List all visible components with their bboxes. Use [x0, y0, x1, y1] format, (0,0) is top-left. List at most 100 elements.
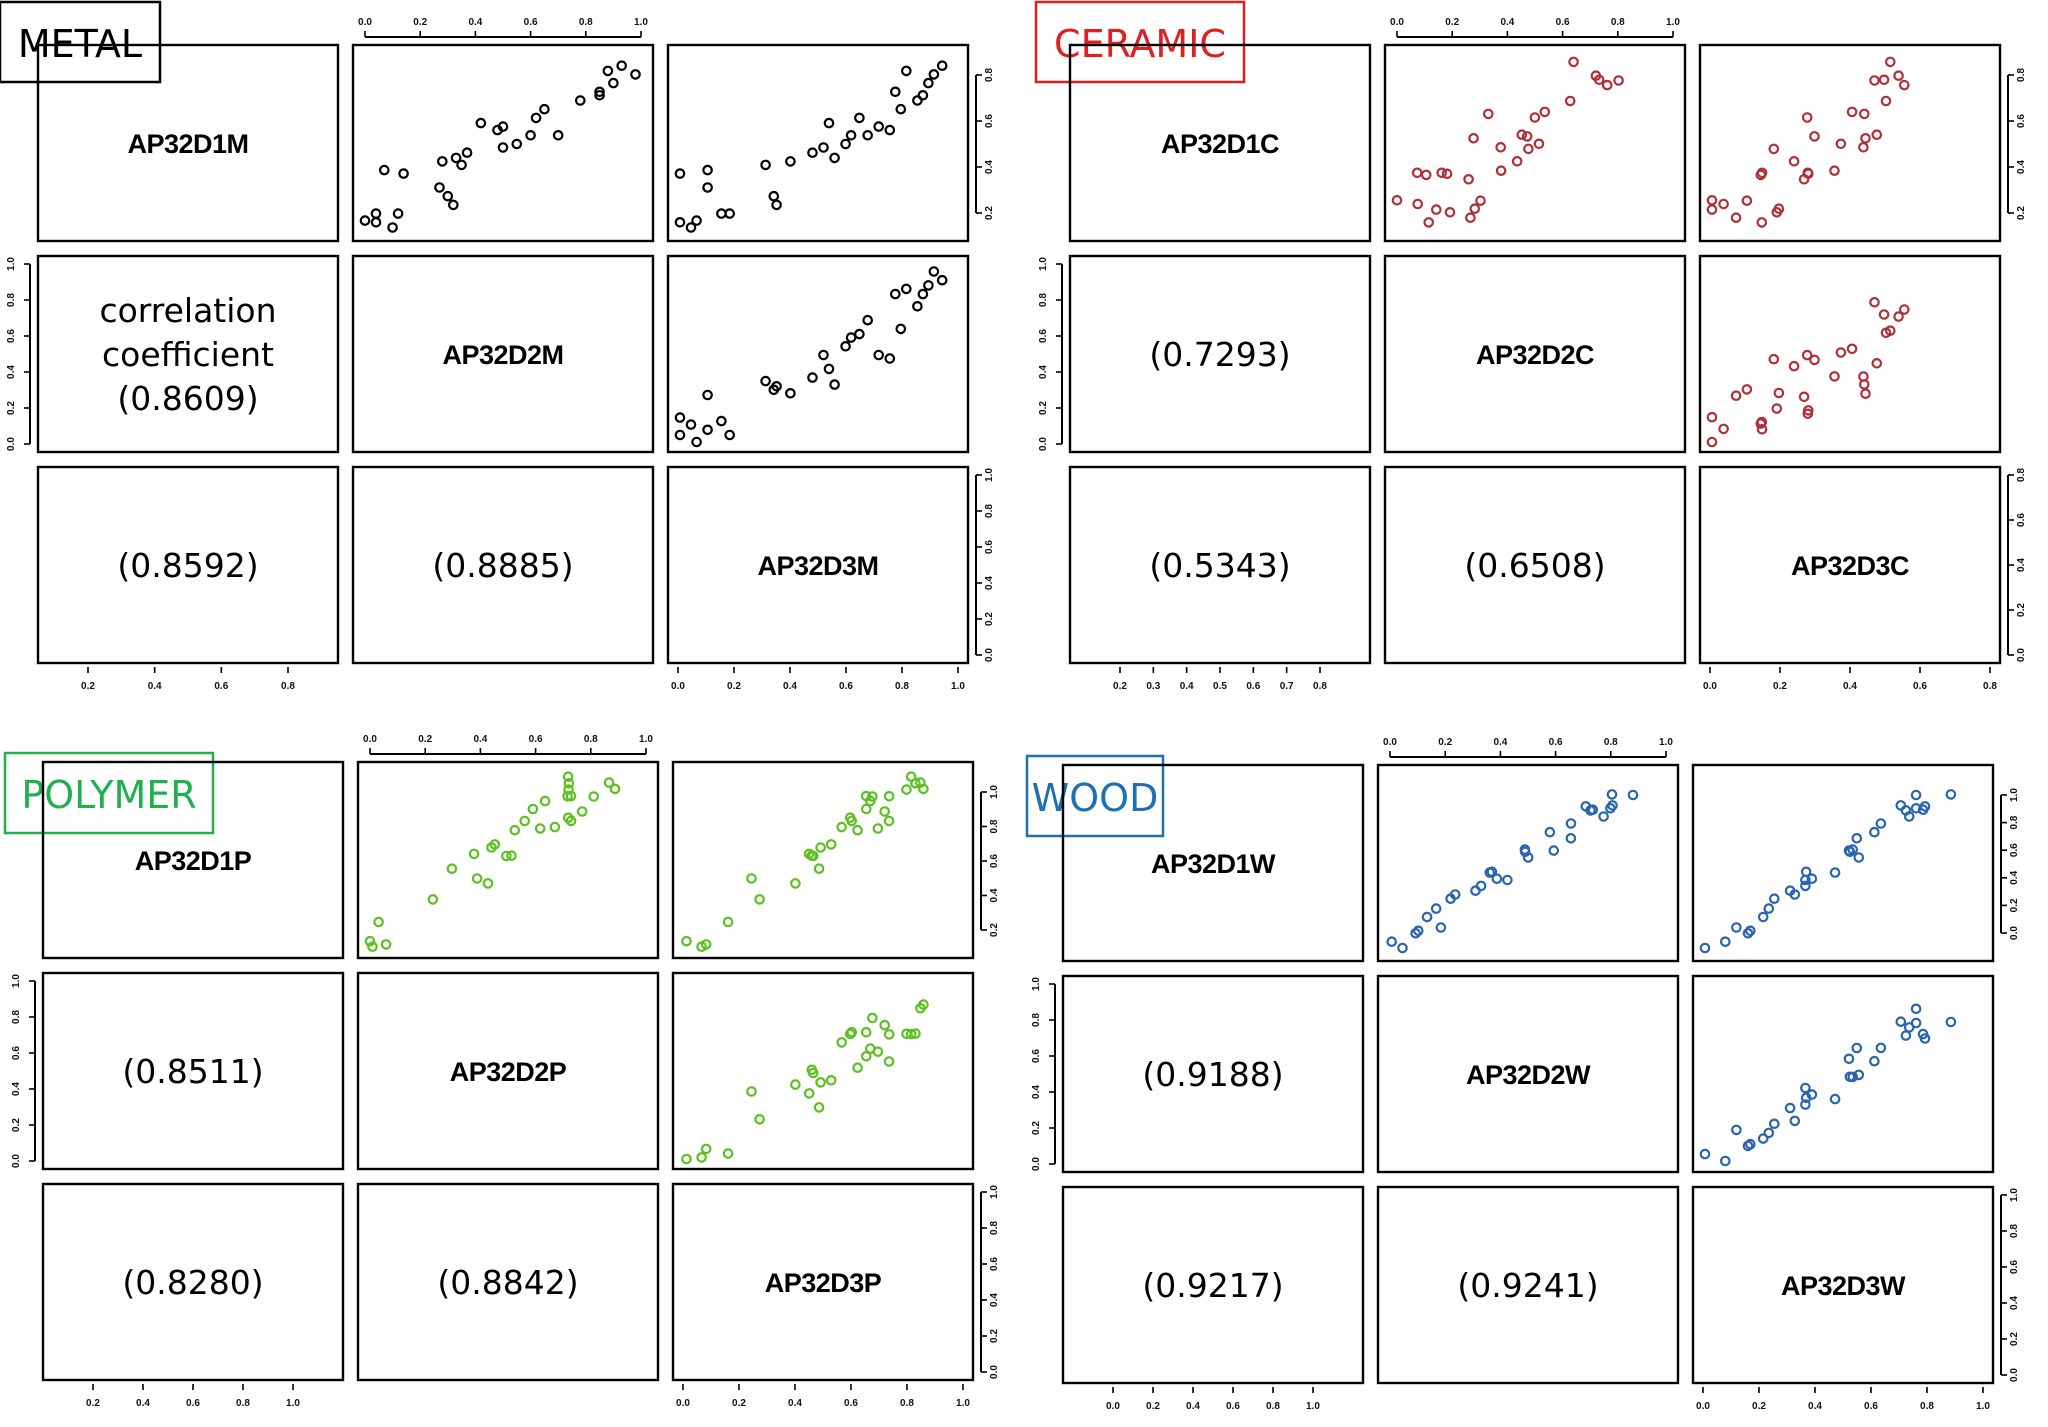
metal-point: [760, 159, 771, 171]
wood-point: [1910, 802, 1922, 814]
metal-point: [917, 288, 929, 300]
polymer-point: [746, 1086, 757, 1097]
ceramic-point: [1706, 204, 1718, 215]
polymer-point: [700, 1143, 712, 1155]
ceramic-point: [1420, 169, 1432, 181]
polymer-variable-label: AP32D2P: [450, 1057, 567, 1087]
wood-variable-label: AP32D3W: [1781, 1271, 1906, 1301]
axis-tick-label: 0.6: [984, 540, 995, 554]
polymer-point: [576, 806, 588, 817]
metal-correlation-d2_d3: (0.8885): [432, 546, 573, 585]
metal-point: [818, 142, 829, 153]
polymer-point: [563, 777, 575, 789]
metal-point: [845, 332, 857, 343]
ceramic-point: [1529, 112, 1541, 123]
metal-point: [674, 429, 686, 441]
ceramic-point: [1788, 156, 1800, 167]
wood-point: [1910, 1003, 1922, 1015]
wood-point: [1769, 1118, 1780, 1130]
polymer-point: [846, 815, 857, 827]
axis-tick-label: 1.0: [956, 1398, 970, 1409]
wood-point: [1757, 911, 1769, 923]
ceramic-point: [1835, 138, 1847, 150]
polymer-point: [852, 824, 863, 836]
metal-point: [716, 415, 727, 427]
ceramic-point: [1568, 56, 1579, 68]
axis-tick-label: 0.2: [2016, 206, 2027, 220]
polymer-title-box: POLYMER: [3, 751, 215, 835]
wood-title: WOOD: [1032, 776, 1159, 820]
metal-point: [768, 384, 780, 396]
axis-tick-label: 0.6: [1556, 17, 1570, 28]
metal-point: [456, 159, 467, 171]
ceramic-point: [1803, 168, 1814, 180]
ceramic-point: [1768, 143, 1780, 155]
polymer-point: [803, 848, 815, 860]
wood-point: [1945, 1016, 1957, 1028]
metal-point: [674, 412, 686, 423]
metal-point: [854, 112, 865, 124]
ceramic-point: [1858, 371, 1869, 382]
ceramic-point: [1899, 79, 1910, 91]
polymer-point: [489, 839, 501, 850]
metal-left-axis-row2: 0.0 0.2 0.4 0.6 0.8 1.0: [6, 257, 31, 451]
axis-tick-label: 0.8: [2016, 468, 2027, 482]
ceramic-point: [1869, 75, 1880, 86]
ceramic-point: [1465, 212, 1476, 223]
metal-point: [936, 274, 948, 286]
polymer-point: [509, 824, 521, 836]
ceramic-point: [1706, 411, 1718, 423]
metal-point: [370, 217, 382, 228]
polymer-title: POLYMER: [21, 773, 196, 817]
metal-cell-r1c2: [351, 43, 655, 243]
metal-point: [594, 90, 605, 101]
polymer-top-axis: 0.0 0.2 0.4 0.6 0.8 1.0: [363, 734, 653, 755]
wood-point: [1869, 1055, 1880, 1067]
polymer-point: [918, 783, 929, 795]
ceramic-point: [1880, 95, 1892, 107]
metal-point: [685, 222, 697, 233]
axis-tick-label: 0.4: [984, 160, 995, 174]
axis-tick-label: 0.4: [1180, 681, 1194, 692]
axis-tick-label: 0.6: [989, 1257, 1000, 1271]
wood-point: [1900, 1030, 1912, 1041]
wood-point: [1895, 1016, 1907, 1027]
metal-point: [936, 60, 948, 71]
wood-variable-label: AP32D1W: [1151, 849, 1276, 879]
ceramic-point: [1718, 198, 1729, 210]
polymer-point: [879, 806, 890, 817]
ceramic-point: [1475, 195, 1486, 206]
ceramic-cell-r1c2: [1383, 43, 1687, 243]
polymer-point: [790, 878, 801, 889]
metal-variable-label: AP32D2M: [442, 340, 563, 370]
polymer-variable-label: AP32D1P: [135, 846, 252, 876]
group-metal: METAL AP32D1M correlation coefficient (0.860…: [0, 0, 995, 692]
axis-tick-label: 0.6: [844, 1398, 858, 1409]
polymer-point: [846, 1026, 857, 1038]
wood-point: [1731, 922, 1742, 933]
wood-point: [1910, 789, 1922, 801]
wood-point: [1900, 805, 1912, 816]
polymer-point: [879, 1019, 890, 1031]
axis-tick-label: 0.4: [148, 681, 162, 692]
metal-point: [807, 147, 818, 158]
wood-point: [1413, 925, 1424, 937]
axis-tick-label: 0.2: [984, 206, 995, 220]
polymer-cell-r1c3: [671, 760, 975, 960]
metal-point: [398, 168, 409, 179]
axis-tick-label: 1.0: [2009, 788, 2020, 802]
axis-tick-label: 0.0: [2009, 1368, 2020, 1382]
polymer-point: [471, 873, 483, 884]
metal-point: [630, 69, 641, 80]
axis-tick-label: 0.0: [1703, 681, 1717, 692]
polymer-point: [905, 771, 917, 782]
ceramic-point: [1564, 95, 1576, 107]
wood-point: [1491, 873, 1503, 884]
axis-tick-label: 0.2: [2016, 603, 2027, 617]
metal-point: [900, 283, 912, 295]
ceramic-point: [1601, 79, 1613, 91]
wood-point: [1699, 942, 1711, 954]
ceramic-cell-r2c3: [1698, 254, 2002, 454]
axis-tick-label: 0.0: [984, 648, 995, 662]
